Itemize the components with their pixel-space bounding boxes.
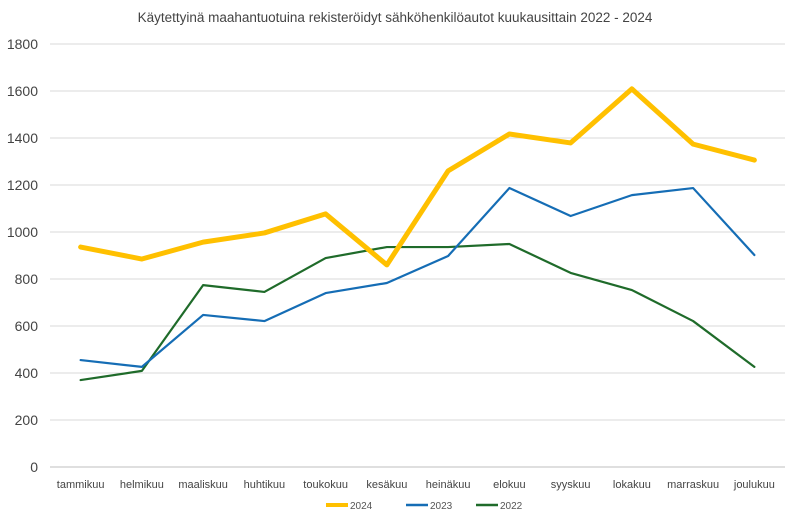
y-tick-label: 800 <box>15 271 39 287</box>
x-tick-label: lokakuu <box>613 479 651 491</box>
legend-item-2022: 2022 <box>476 501 523 512</box>
y-tick-label: 1000 <box>7 224 38 240</box>
series-line-2024 <box>81 89 755 265</box>
legend-label: 2024 <box>350 501 373 512</box>
x-tick-label: huhtikuu <box>244 479 286 491</box>
x-tick-label: joulukuu <box>733 479 775 491</box>
x-tick-label: maaliskuu <box>178 479 228 491</box>
y-tick-label: 400 <box>15 365 39 381</box>
y-tick-label: 200 <box>15 412 39 428</box>
legend-label: 2023 <box>430 501 453 512</box>
series-line-2022 <box>81 244 755 380</box>
x-tick-label: elokuu <box>493 479 525 491</box>
y-tick-label: 600 <box>15 318 39 334</box>
chart-title: Käytettyinä maahantuotuina rekisteröidyt… <box>138 10 653 25</box>
x-tick-label: heinäkuu <box>426 479 471 491</box>
x-tick-label: syyskuu <box>551 479 591 491</box>
x-tick-label: tammikuu <box>57 479 105 491</box>
y-tick-label: 0 <box>30 459 38 475</box>
y-tick-label: 1800 <box>7 36 38 52</box>
legend-item-2024: 2024 <box>326 501 373 512</box>
x-tick-label: marraskuu <box>667 479 719 491</box>
x-tick-label: toukokuu <box>303 479 348 491</box>
y-tick-label: 1600 <box>7 83 38 99</box>
legend-item-2023: 2023 <box>406 501 453 512</box>
legend-label: 2022 <box>500 501 523 512</box>
y-tick-label: 1400 <box>7 130 38 146</box>
x-tick-label: helmikuu <box>120 479 164 491</box>
y-tick-label: 1200 <box>7 177 38 193</box>
x-tick-label: kesäkuu <box>366 479 407 491</box>
